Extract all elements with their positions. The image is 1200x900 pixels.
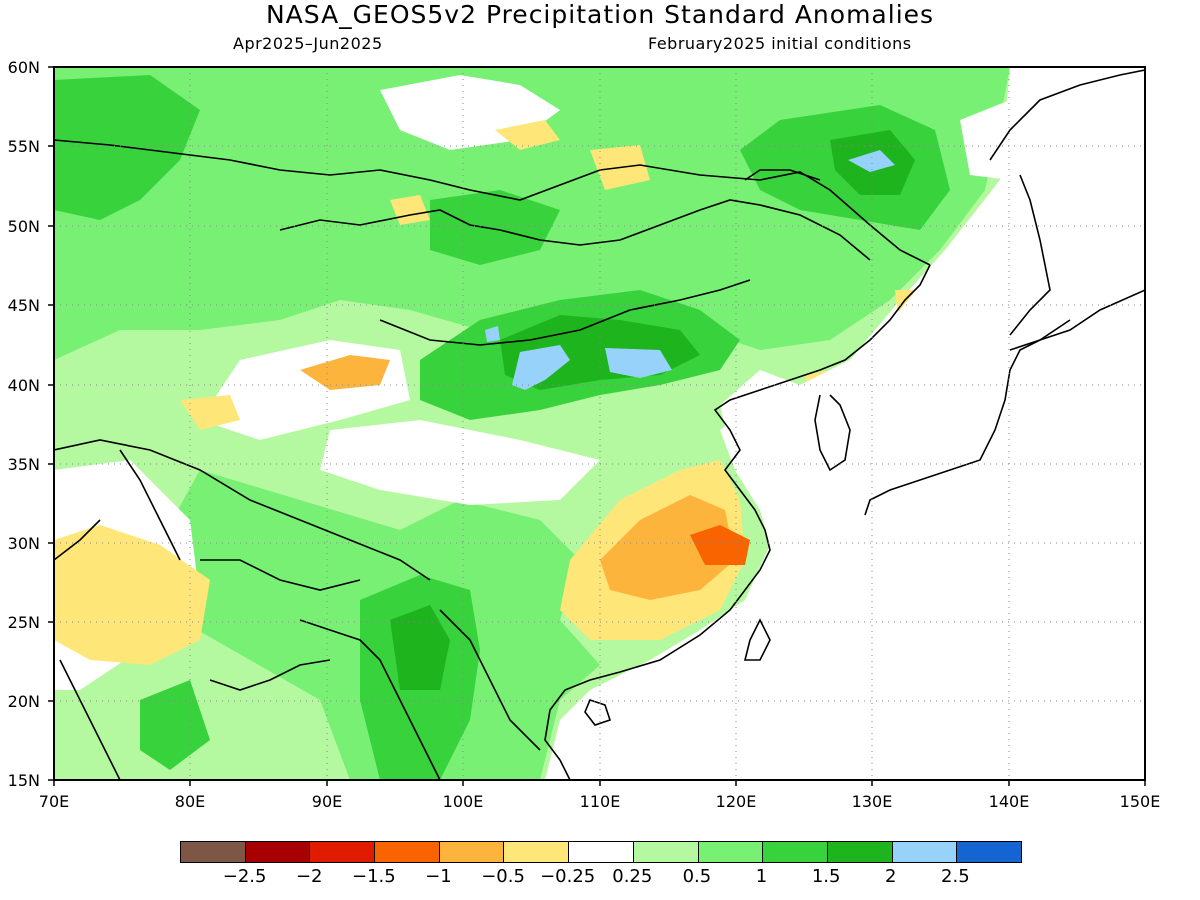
lat-label: 60N xyxy=(7,58,40,77)
lat-label: 25N xyxy=(7,613,40,632)
white-east xyxy=(960,100,1010,180)
initial-conditions: February2025 initial conditions xyxy=(648,34,912,53)
map-title: NASA_GEOS5v2 Precipitation Standard Anom… xyxy=(265,0,935,29)
gridlines xyxy=(54,67,1145,780)
wet-gobi xyxy=(512,345,570,390)
colorbar-swatch xyxy=(504,842,570,862)
colorbar-label: −0.5 xyxy=(481,866,525,887)
lon-label: 150E xyxy=(1119,792,1161,811)
colorbar-swatch xyxy=(633,842,699,862)
colorbar-swatch xyxy=(245,842,311,862)
colorbar-label: 2.5 xyxy=(941,866,970,887)
dry-west-patch xyxy=(180,395,240,430)
lat-label: 30N xyxy=(7,534,40,553)
colorbar-label: −2.5 xyxy=(222,866,267,887)
wet-inner-mongolia xyxy=(605,348,672,378)
darkgreen-myanmar xyxy=(390,605,450,690)
colorbar-label: −2 xyxy=(295,866,323,887)
colorbar-label: 0.5 xyxy=(682,866,712,887)
colorbar-swatch xyxy=(439,842,505,862)
colorbar-swatch xyxy=(375,842,440,862)
green-mongolia xyxy=(430,190,560,265)
axis-ticks xyxy=(48,66,1146,786)
colorbar-label: −0.25 xyxy=(540,866,596,887)
colorbar-swatch xyxy=(181,842,246,862)
colorbar-label: −1 xyxy=(425,866,452,887)
colorbar-swatch xyxy=(892,842,958,862)
white-patch-c xyxy=(320,420,600,505)
lat-label: 15N xyxy=(7,771,40,790)
colorbar-label: 0.25 xyxy=(612,866,653,887)
coastlines xyxy=(54,69,1145,780)
colorbar-label: 1 xyxy=(755,866,768,887)
colorbar-label: 1.5 xyxy=(811,866,841,887)
lon-label: 110E xyxy=(579,792,621,811)
lat-label: 45N xyxy=(7,296,40,315)
lat-label: 40N xyxy=(7,376,40,395)
lat-label: 20N xyxy=(7,692,40,711)
lat-label: 50N xyxy=(7,217,40,236)
dry-tibet xyxy=(300,355,390,390)
colorbar-label: −1.5 xyxy=(351,866,396,887)
dry-southwest xyxy=(54,525,210,665)
colorbar-label: 2 xyxy=(885,866,897,887)
korea-land xyxy=(800,395,850,470)
colorbar xyxy=(180,841,1022,863)
forecast-period: Apr2025–Jun2025 xyxy=(233,34,383,53)
lat-label: 35N xyxy=(7,455,40,474)
lon-label: 130E xyxy=(851,792,893,811)
lon-label: 120E xyxy=(715,792,757,811)
colorbar-swatch xyxy=(569,842,634,862)
colorbar-swatch xyxy=(310,842,376,862)
colorbar-swatch xyxy=(698,842,764,862)
colorbar-swatch xyxy=(957,842,1021,862)
dry-yangtze xyxy=(690,525,750,565)
lon-label: 90E xyxy=(311,792,343,811)
wet-northeast xyxy=(848,150,895,172)
wet-small xyxy=(485,326,500,342)
dry-north-patch xyxy=(495,120,560,150)
green-india xyxy=(140,680,210,770)
colorbar-swatch xyxy=(763,842,828,862)
lon-label: 80E xyxy=(174,792,206,811)
colorbar-swatch xyxy=(827,842,893,862)
ocean xyxy=(560,67,1145,780)
lon-label: 140E xyxy=(988,792,1030,811)
lat-label: 55N xyxy=(7,137,40,156)
lon-label: 70E xyxy=(38,792,70,811)
dry-south-china-orange xyxy=(600,495,735,600)
lon-label: 100E xyxy=(442,792,484,811)
